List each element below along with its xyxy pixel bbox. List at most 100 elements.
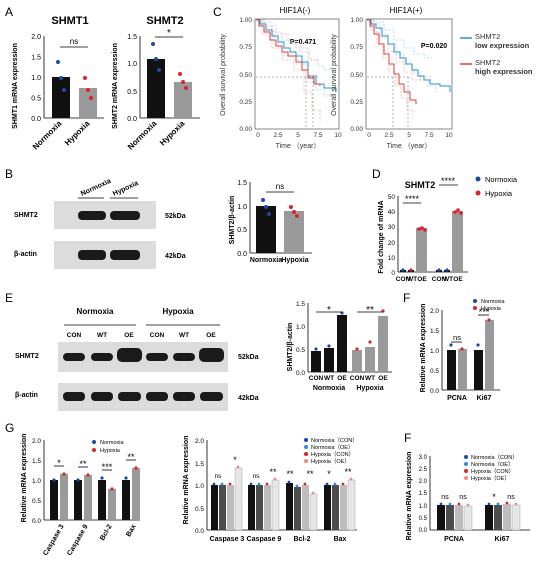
chart-g3-ytick: 1.5 xyxy=(419,491,428,497)
km-right-curve-low xyxy=(367,19,451,92)
chart-a2-ytick: 1.0 xyxy=(127,61,137,68)
chart-g2-legend-dot xyxy=(304,438,308,442)
chart-d-ylabel: Fold change of mRNA xyxy=(378,200,385,273)
blot-b-band xyxy=(110,211,140,220)
chart-a2-ytick: 0.0 xyxy=(127,116,137,123)
western-blot-b: Normoxia Hypoxia SHMT2 β-actin 52kDa 42k… xyxy=(14,178,186,269)
chart-d-point xyxy=(445,268,449,272)
chart-b-ytick: 1.0 xyxy=(237,204,247,211)
chart-g2-point xyxy=(220,482,224,486)
chart-b-sig: ns xyxy=(276,182,284,191)
chart-g3-ytick: 2.5 xyxy=(419,467,428,473)
chart-g1-point xyxy=(100,476,104,480)
blot-e-band xyxy=(63,353,85,361)
chart-g2-ytick: 1.5 xyxy=(195,461,204,468)
chart-g1-point xyxy=(86,473,90,477)
blot-e-kda: 42kDa xyxy=(238,395,259,402)
km-left-curve-high xyxy=(256,19,321,86)
chart-g3-point xyxy=(487,502,491,506)
chart-b-xtick: Hypoxia xyxy=(281,257,308,264)
chart-g1-ytick: 0.0 xyxy=(32,518,41,525)
km-right-title: HIF1A(+) xyxy=(390,6,423,15)
chart-d-xtick: OE xyxy=(453,276,463,283)
km-right-ylabel: Overall survival probability xyxy=(331,34,338,116)
km-right-curve-high xyxy=(367,19,417,104)
km-left-yticks: 0.00 0.25 0.50 0.75 1.00 xyxy=(239,17,252,133)
km-left-frame xyxy=(254,18,340,130)
chart-f-bar xyxy=(474,350,483,390)
chart-f-ytick: 2.0 xyxy=(430,308,439,315)
chart-g1-sig: ** xyxy=(79,459,87,469)
chart-b-bar-normoxia xyxy=(256,206,276,253)
chart-g2-sig: ns xyxy=(215,473,223,480)
chart-e-bar xyxy=(365,347,375,372)
chart-g2-legend-dot xyxy=(304,452,308,456)
km-right-ci-low xyxy=(367,19,437,92)
blot-e-lane-label: CON xyxy=(150,332,165,339)
chart-g3-ytick: 0.0 xyxy=(419,528,428,534)
chart-g3-legend-label: Hypoxia（CON） xyxy=(471,468,514,475)
chart-g2-bar xyxy=(309,493,318,531)
chart-a1-point xyxy=(59,76,63,80)
chart-e-ytick: 0.5 xyxy=(296,347,305,354)
chart-f-sig: *** xyxy=(479,307,490,317)
chart-g1-sig: *** xyxy=(102,462,113,472)
chart-f-bar xyxy=(458,349,467,390)
chart-g2-legend: Normoxia（CON） Normoxia（OE） Hypoxia（CON） … xyxy=(304,437,358,465)
chart-g3-xtick: PCNA xyxy=(444,536,464,543)
km-left-xlabel: Time （year） xyxy=(276,142,321,150)
chart-g1-legend-label: Normoxia xyxy=(100,440,124,446)
chart-b-ylabel: SHMT2/β-actin xyxy=(229,196,236,245)
km-left-xtick: 10 xyxy=(334,132,342,139)
blot-e-band xyxy=(117,348,142,362)
chart-g3-sig: ns xyxy=(441,494,449,501)
km-legend-high-l2: high expression xyxy=(475,67,533,76)
chart-a1-point xyxy=(89,96,93,100)
chart-b-bar-hypoxia xyxy=(284,211,304,253)
chart-d-ytick: 30 xyxy=(388,224,396,231)
chart-g2-xticks: Caspase 3 Caspase 9 Bcl-2 Bax xyxy=(210,536,347,543)
chart-g3-panel-letter: F xyxy=(404,431,411,445)
chart-g1-ytick: 2.0 xyxy=(32,438,41,445)
chart-a2-title: SHMT2 xyxy=(146,15,183,27)
km-left-ci-low xyxy=(256,19,333,72)
chart-g3-legend-dot xyxy=(464,462,468,466)
blot-e-group-label: Hypoxia xyxy=(162,307,194,316)
chart-g3-points xyxy=(439,501,518,507)
chart-a1-point xyxy=(62,88,66,92)
chart-e-shmt2-actin: SHMT2/β-actin 0.0 0.5 1.0 1.5 * ** CON W… xyxy=(287,301,392,392)
chart-g2-point xyxy=(212,482,216,486)
chart-a2-point xyxy=(151,42,155,46)
chart-a2-bar-normoxia xyxy=(147,59,165,118)
chart-d-xtick: WT xyxy=(443,276,453,283)
chart-g3-point xyxy=(496,502,500,506)
chart-e-xtick: WT xyxy=(324,375,334,382)
chart-g3-sig: ns xyxy=(459,494,467,501)
chart-b-point xyxy=(261,198,265,202)
km-left-ytick: 0.50 xyxy=(239,72,252,79)
chart-g1-sig: * xyxy=(57,458,61,468)
chart-a1-yticks: 0.0 0.5 1.0 1.5 2.0 xyxy=(31,34,41,123)
chart-e-bar xyxy=(324,348,334,372)
chart-g1-sig: ** xyxy=(127,452,135,462)
km-left-xticks: 0 2.5 5 7.5 10 xyxy=(256,132,342,139)
chart-g2-sig: ** xyxy=(269,467,277,477)
chart-b-ytick: 0.0 xyxy=(237,251,247,258)
km-right-ci-high xyxy=(367,19,414,118)
chart-g2-bar xyxy=(271,479,280,531)
chart-g2-sig: * xyxy=(327,469,331,479)
chart-a1-title: SHMT1 xyxy=(51,15,88,27)
chart-g3-ytick: 0.5 xyxy=(419,516,428,522)
chart-g3-bar xyxy=(485,505,493,530)
chart-e-xtick: CON xyxy=(309,375,324,382)
chart-g1-bar xyxy=(108,489,116,520)
chart-a-shmt2: SHMT2 SHMT2 mRNA expression 0.0 0.5 1.0 … xyxy=(112,15,200,152)
chart-d-legend-dot xyxy=(475,176,481,182)
chart-f-legend-dot xyxy=(473,306,477,310)
chart-g2-legend-label: Normoxia（OE） xyxy=(311,444,353,451)
km-right-ytick: 0.25 xyxy=(350,99,363,106)
chart-g2-xtick: Bcl-2 xyxy=(293,536,310,543)
chart-f-xtick: Ki67 xyxy=(477,395,492,402)
chart-g3-point xyxy=(448,502,452,506)
km-right-ci-low xyxy=(367,19,433,60)
